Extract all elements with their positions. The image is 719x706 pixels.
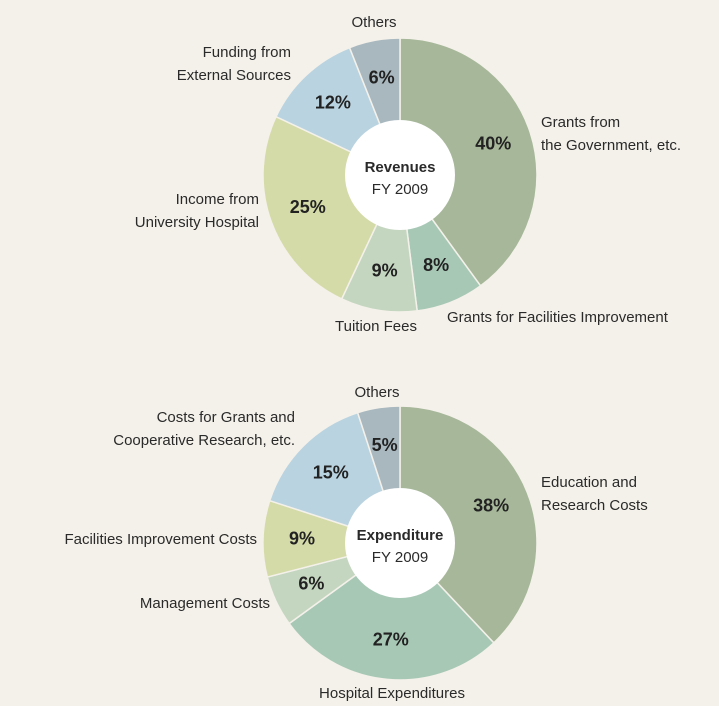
category-label: Grants for Facilities Improvement xyxy=(447,309,669,326)
value-label: 8% xyxy=(423,255,449,275)
category-label: Cooperative Research, etc. xyxy=(113,432,295,449)
value-label: 12% xyxy=(315,92,351,112)
value-label: 40% xyxy=(475,133,511,153)
category-label: University Hospital xyxy=(135,214,259,231)
chart-title: Revenues xyxy=(365,159,436,176)
category-label: Tuition Fees xyxy=(335,318,417,335)
value-label: 25% xyxy=(290,197,326,217)
value-label: 6% xyxy=(298,573,324,593)
pie-slice xyxy=(399,37,538,287)
value-label: 5% xyxy=(372,435,398,455)
chart-title: Expenditure xyxy=(357,527,444,544)
category-label: Facilities Improvement Costs xyxy=(64,531,257,548)
category-label: Funding from xyxy=(203,44,291,61)
value-label: 15% xyxy=(313,462,349,482)
chart-subtitle: FY 2009 xyxy=(372,181,428,198)
pie-slice xyxy=(288,542,495,681)
value-label: 9% xyxy=(289,529,315,549)
value-label: 27% xyxy=(373,629,409,649)
category-label: Others xyxy=(351,14,396,31)
category-label: the Government, etc. xyxy=(541,137,681,154)
value-label: 9% xyxy=(372,261,398,281)
value-label: 38% xyxy=(473,496,509,516)
category-label: Management Costs xyxy=(140,595,270,612)
category-label: Others xyxy=(354,384,399,401)
category-label: Hospital Expenditures xyxy=(319,685,465,702)
category-label: Grants from xyxy=(541,114,620,131)
category-label: Income from xyxy=(176,191,259,208)
category-label: Education and xyxy=(541,474,637,491)
chart-subtitle: FY 2009 xyxy=(372,549,428,566)
donut-hole xyxy=(345,488,455,598)
category-label: Research Costs xyxy=(541,497,648,514)
donut-hole xyxy=(345,120,455,230)
value-label: 6% xyxy=(369,67,395,87)
category-label: Costs for Grants and xyxy=(157,409,295,426)
pie-slice xyxy=(399,405,538,644)
category-label: External Sources xyxy=(177,67,291,84)
